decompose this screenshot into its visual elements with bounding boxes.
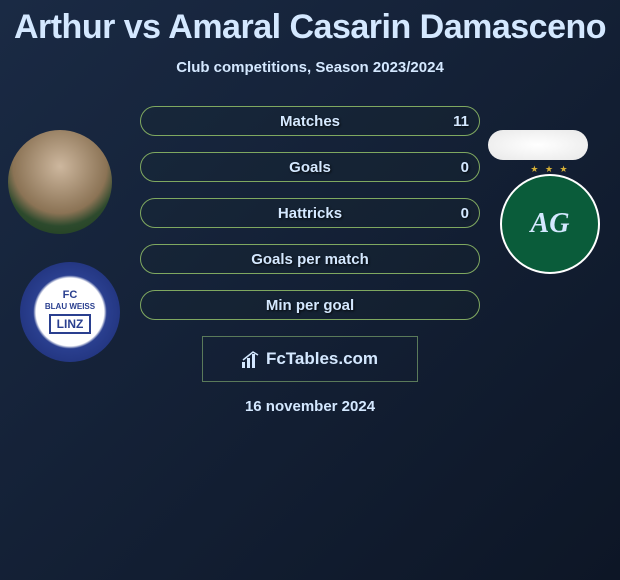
player-right-placeholder xyxy=(488,130,588,160)
stat-row-gpm: Goals per match xyxy=(140,244,480,274)
chart-icon xyxy=(242,350,262,368)
stat-row-hattricks: Hattricks 0 xyxy=(140,198,480,228)
player-left-avatar xyxy=(8,130,112,234)
stat-label: Matches xyxy=(280,113,340,130)
stat-label: Min per goal xyxy=(266,297,354,314)
club-left-line1: FC xyxy=(63,290,78,301)
stat-row-mpg: Min per goal xyxy=(140,290,480,320)
stat-value-left: 0 xyxy=(461,159,469,176)
stat-row-goals: Goals 0 xyxy=(140,152,480,182)
brand-box: FcTables.com xyxy=(202,336,418,382)
stat-value-left: 0 xyxy=(461,205,469,222)
stat-label: Goals per match xyxy=(251,251,369,268)
date-text: 16 november 2024 xyxy=(0,398,620,415)
club-left-line3: LINZ xyxy=(49,314,92,334)
club-left-line2: BLAU WEISS xyxy=(45,303,95,311)
club-right-initials: AG xyxy=(531,208,570,240)
stat-label: Goals xyxy=(289,159,331,176)
stat-label: Hattricks xyxy=(278,205,342,222)
stat-rows: Matches 11 Goals 0 Hattricks 0 Goals per… xyxy=(140,106,480,320)
club-right-badge: AG xyxy=(500,174,600,274)
brand-text: FcTables.com xyxy=(266,349,378,369)
stat-value-left: 11 xyxy=(453,113,469,130)
comparison-panel: FC BLAU WEISS LINZ AG Matches 11 Goals 0… xyxy=(0,106,620,415)
club-left-badge: FC BLAU WEISS LINZ xyxy=(20,262,120,362)
stat-row-matches: Matches 11 xyxy=(140,106,480,136)
subtitle: Club competitions, Season 2023/2024 xyxy=(0,59,620,76)
page-title: Arthur vs Amaral Casarin Damasceno xyxy=(0,0,620,47)
